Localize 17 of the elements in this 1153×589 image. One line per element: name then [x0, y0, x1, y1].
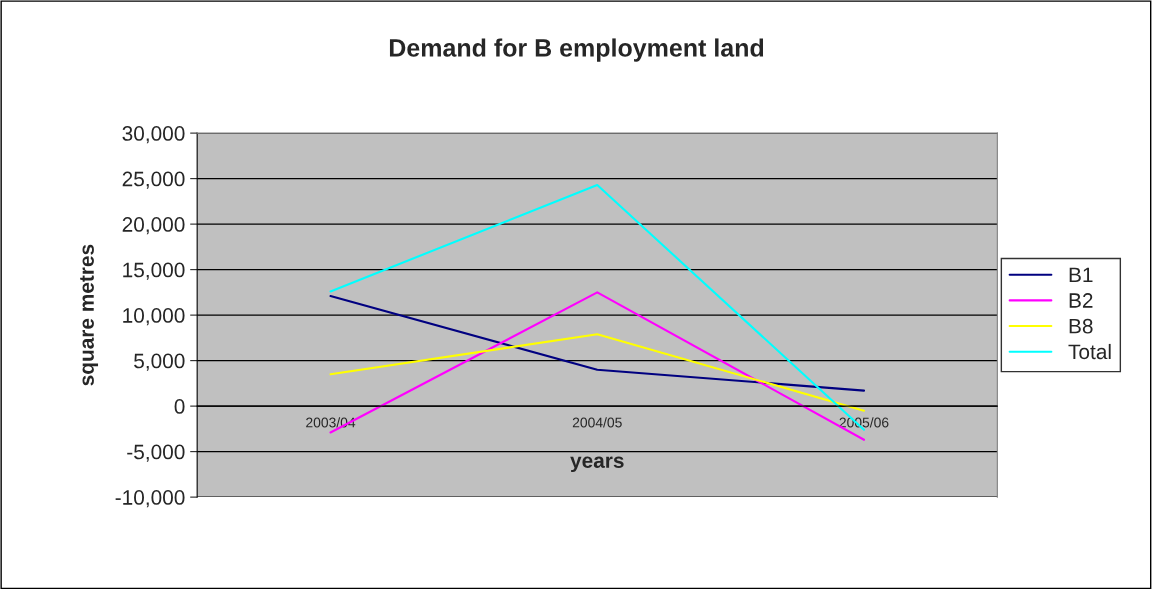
- y-tick-label: -10,000: [115, 490, 185, 508]
- x-axis-title: years: [570, 456, 624, 473]
- y-tick-label: 0: [174, 399, 185, 414]
- chart-title: Demand for B employment land: [389, 38, 764, 62]
- x-tick-label: 2004/05: [572, 417, 622, 428]
- y-tick-label: -5,000: [127, 444, 185, 462]
- y-tick-label: 20,000: [122, 217, 185, 235]
- legend-label: B1: [1069, 267, 1093, 282]
- y-tick-label: 25,000: [122, 171, 185, 189]
- y-tick-label: 5,000: [134, 353, 185, 371]
- legend-label: B2: [1069, 293, 1093, 308]
- y-axis-title: square metres: [80, 244, 99, 386]
- legend-label: Total: [1068, 343, 1111, 360]
- y-tick-label: 15,000: [123, 262, 185, 280]
- legend-label: B8: [1069, 318, 1093, 334]
- y-tick-label: 30,000: [122, 126, 185, 144]
- y-tick-label: 10,000: [123, 308, 185, 326]
